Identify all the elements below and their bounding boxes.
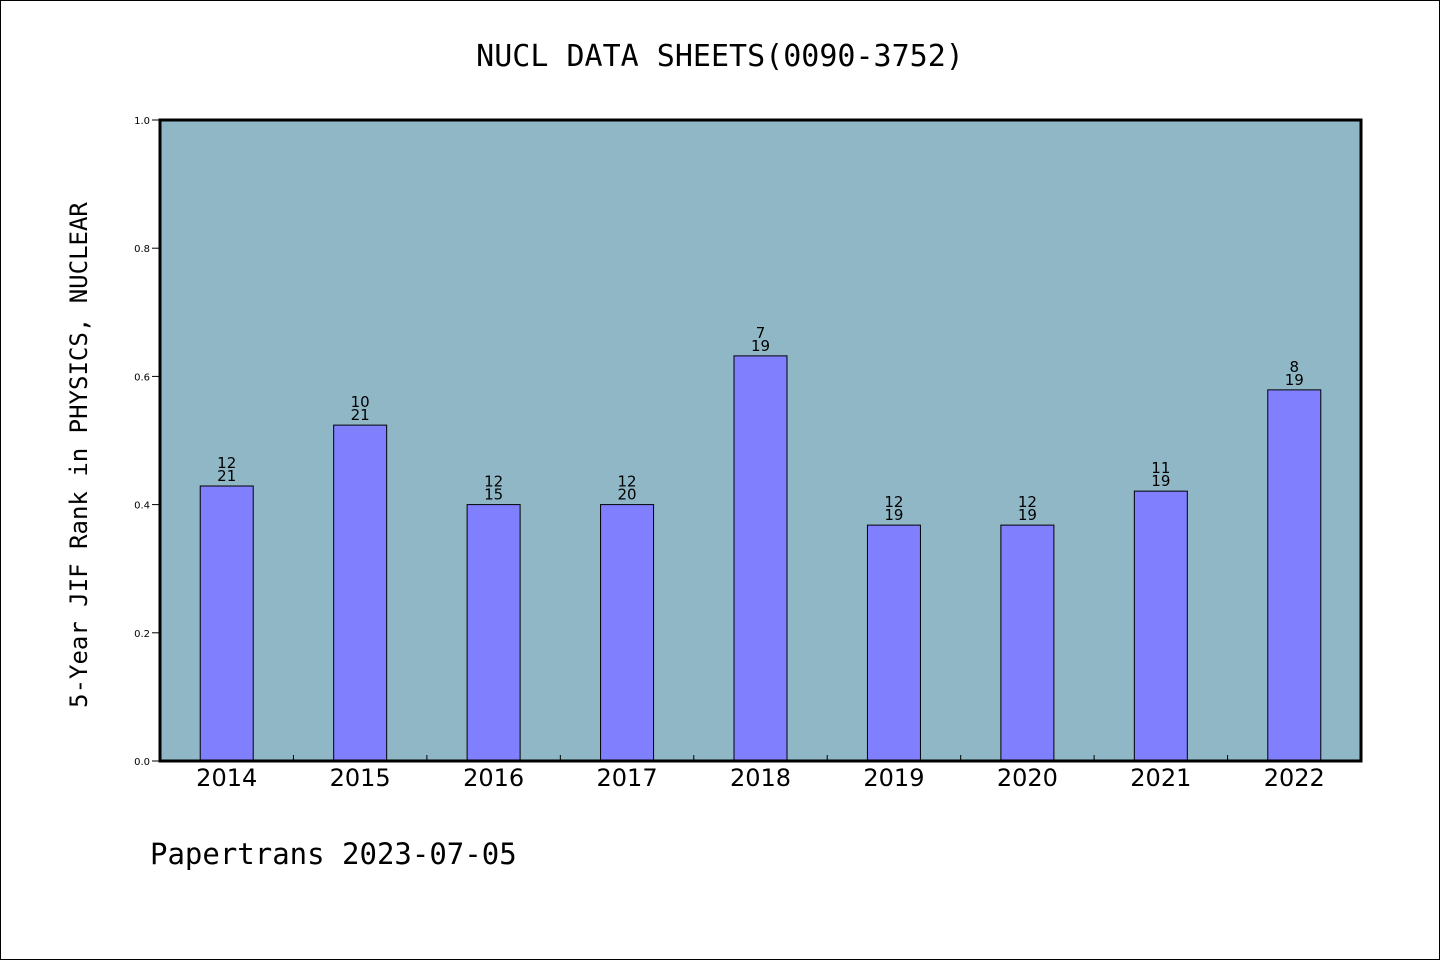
y-tick-label: 0.0 <box>134 757 150 768</box>
bar-total-label: 19 <box>1285 371 1304 389</box>
bar-rank-label: 12 <box>884 493 903 511</box>
footer-text: Papertrans 2023-07-05 <box>150 837 517 871</box>
x-tick-label: 2015 <box>330 764 391 792</box>
bar-rank-label: 12 <box>217 454 236 472</box>
bar-2021 <box>1133 490 1188 762</box>
bar-2020 <box>1000 524 1055 762</box>
x-tick-label: 2021 <box>1130 764 1191 792</box>
bar-rank-label: 12 <box>484 473 503 491</box>
x-tick-label: 2018 <box>730 764 791 792</box>
bar-total-label: 20 <box>618 486 637 504</box>
y-tick-label: 0.6 <box>134 372 150 383</box>
y-tick-label: 0.4 <box>134 501 150 512</box>
bar-rank-label: 11 <box>1151 459 1170 477</box>
x-tick-label: 2017 <box>597 764 658 792</box>
bar-total-label: 21 <box>217 467 236 485</box>
bar-total-label: 19 <box>884 506 903 524</box>
bar-2016 <box>466 504 521 762</box>
bar-2019 <box>866 524 921 762</box>
x-tick-label: 2019 <box>863 764 924 792</box>
bar-2018 <box>733 355 788 762</box>
bar-2014 <box>199 485 254 762</box>
y-axis: 0.0 0.2 0.4 0.6 0.8 1.0 <box>134 116 160 768</box>
bar-2015 <box>333 424 388 762</box>
x-tick-label: 2016 <box>463 764 524 792</box>
plot-border <box>158 118 1363 763</box>
y-axis-label: 5-Year JIF Rank in PHYSICS, NUCLEAR <box>65 202 93 708</box>
bar-total-label: 19 <box>1018 506 1037 524</box>
bar-rank-label: 12 <box>618 473 637 491</box>
bar-2022 <box>1267 389 1322 762</box>
bar-total-label: 15 <box>484 486 503 504</box>
bar-rank-label: 10 <box>351 393 370 411</box>
bar-total-label: 21 <box>351 406 370 424</box>
bar-2017 <box>600 504 655 762</box>
x-tick-label: 2020 <box>997 764 1058 792</box>
x-tick-label: 2014 <box>196 764 257 792</box>
x-axis: 2014 2015 2016 2017 2018 2019 2020 2021 2022 <box>196 755 1325 792</box>
bar-rank-label: 8 <box>1290 358 1300 376</box>
bar-total-label: 19 <box>751 337 770 355</box>
bar-rank-label: 7 <box>756 324 766 342</box>
bar-total-label: 19 <box>1151 472 1170 490</box>
y-tick-label: 0.8 <box>134 244 150 255</box>
x-tick-label: 2022 <box>1264 764 1325 792</box>
y-tick-label: 0.2 <box>134 629 150 640</box>
bar-rank-label: 12 <box>1018 493 1037 511</box>
y-tick-label: 1.0 <box>134 116 150 127</box>
chart-title: NUCL DATA SHEETS(0090-3752) <box>476 39 964 74</box>
